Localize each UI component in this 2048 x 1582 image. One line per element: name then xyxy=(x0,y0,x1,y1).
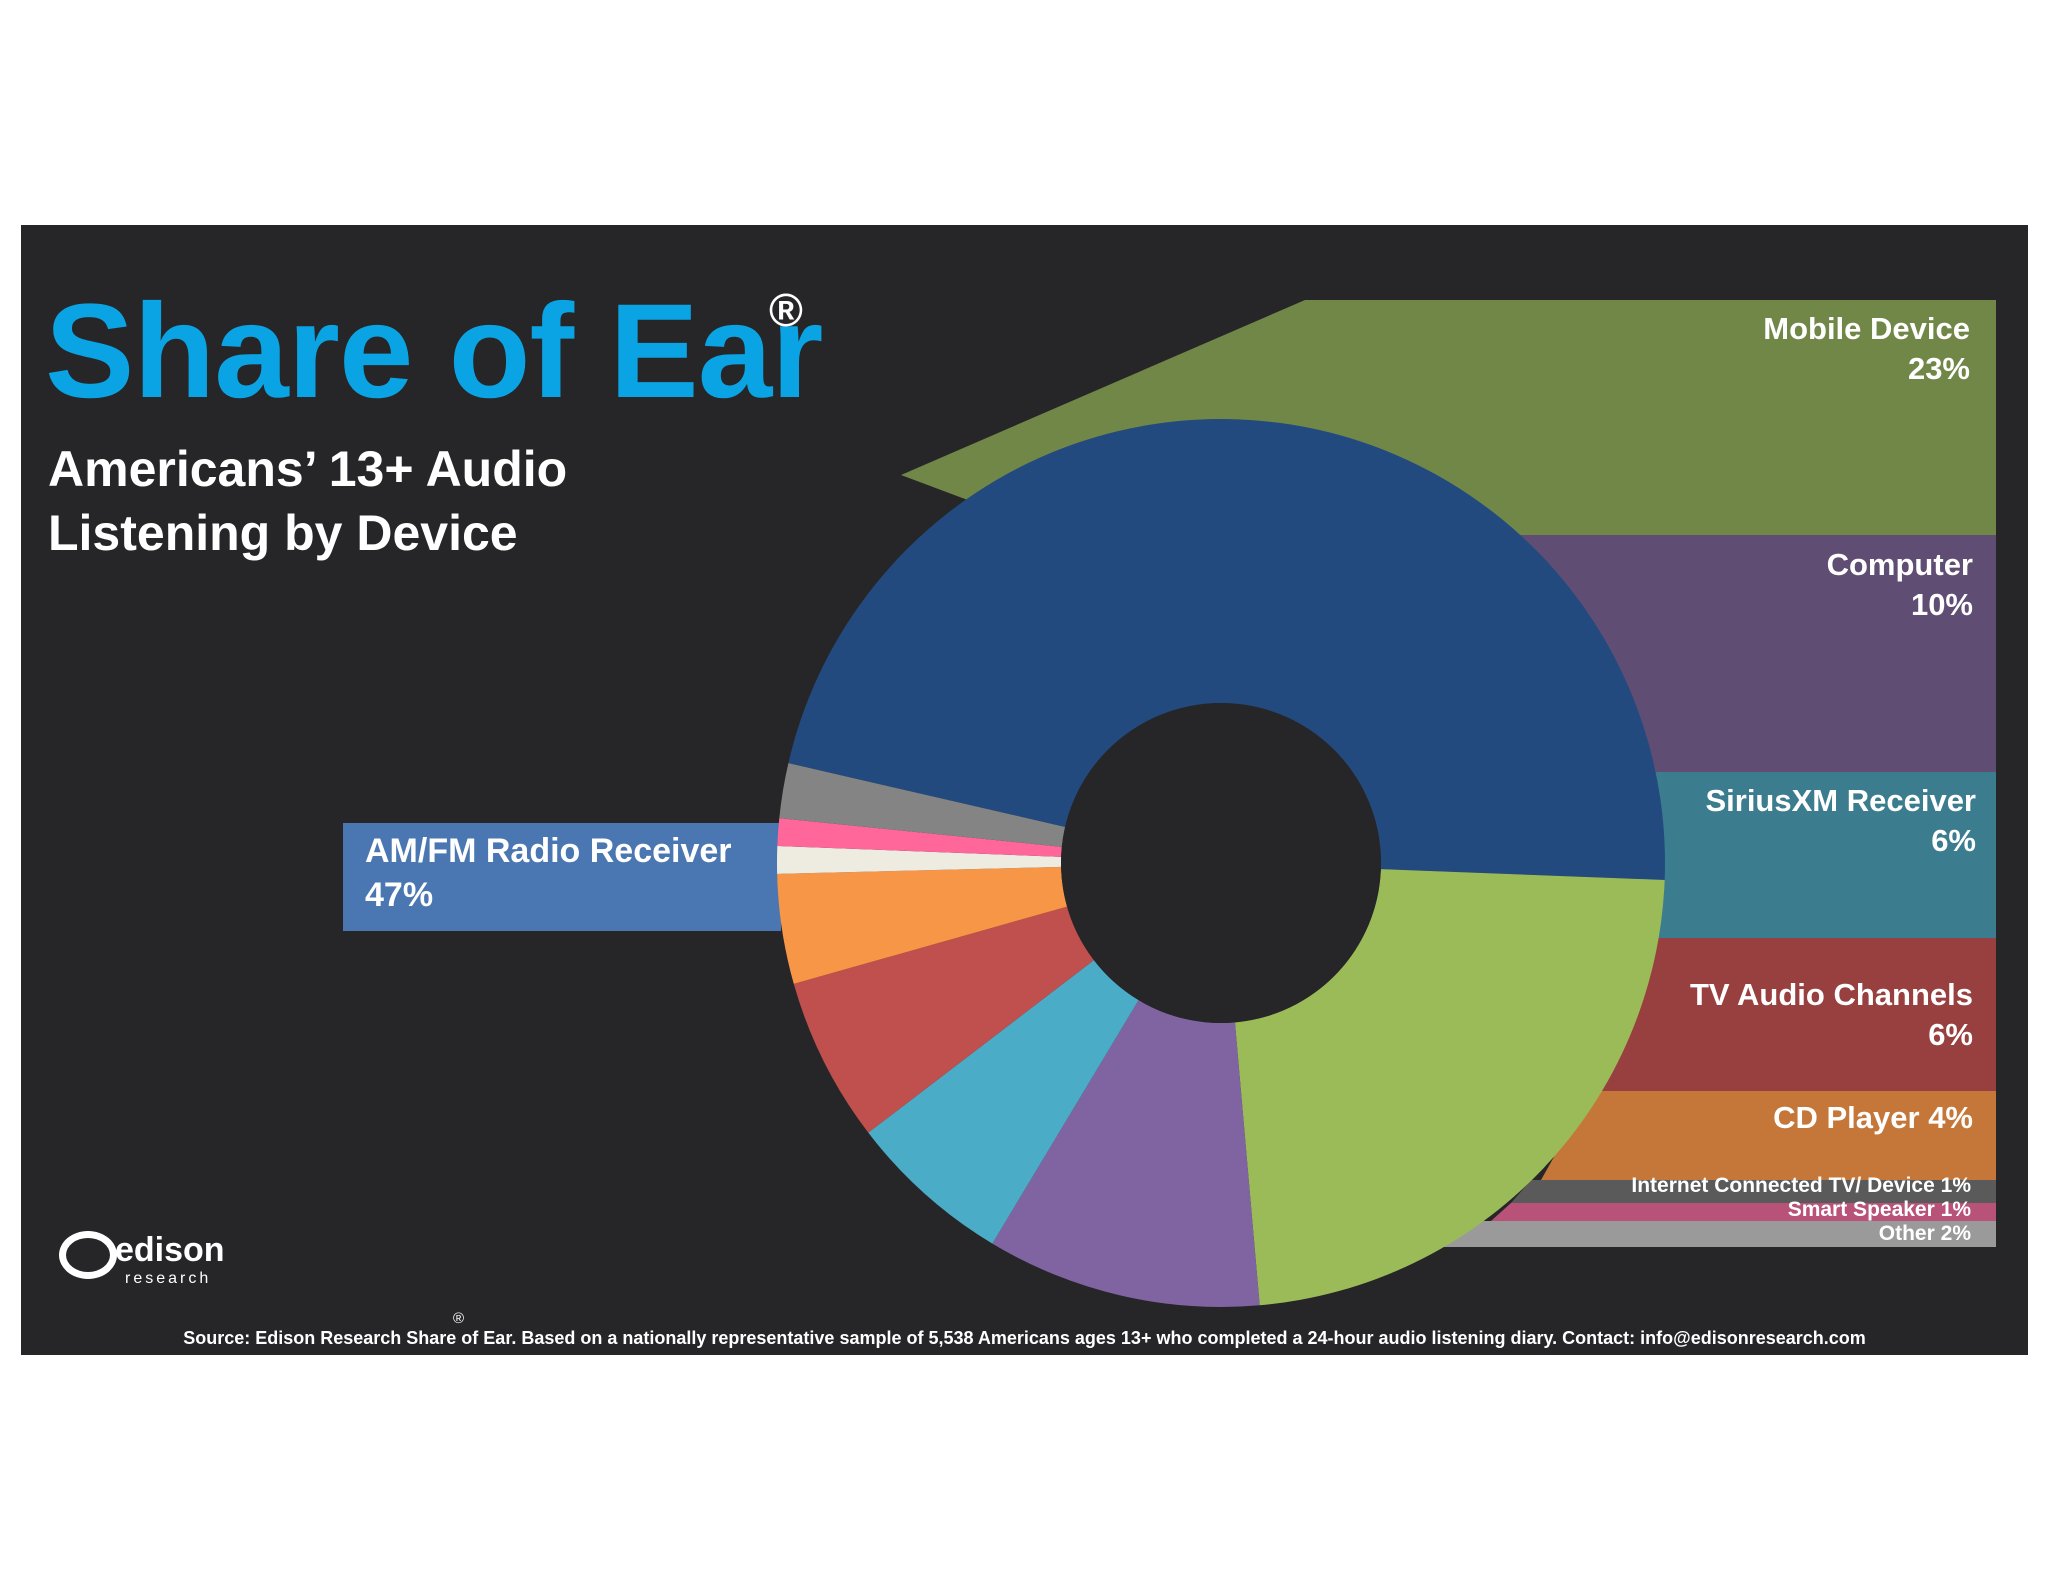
label-tv-audio-name: TV Audio Channels xyxy=(1689,977,1973,1012)
label-internet-tv-value: 1% xyxy=(1940,1174,1971,1197)
slice-other xyxy=(779,763,1066,847)
label-other-name: Other xyxy=(1878,1222,1935,1245)
page-title: Share of Ear xyxy=(45,277,823,426)
slice-tv-audio xyxy=(793,906,1094,1133)
subtitle-line-1: Americans’ 13+ Audio xyxy=(48,441,568,497)
label-amfm-name: AM/FM Radio Receiver xyxy=(365,832,732,870)
slice-mobile-device xyxy=(1234,869,1665,1306)
label-smart-speaker-name: Smart Speaker xyxy=(1787,1198,1935,1221)
label-computer-value: 10% xyxy=(1910,587,1973,622)
label-siriusxm: SiriusXM Receiver 6% xyxy=(1705,781,1976,861)
donut-hole xyxy=(1061,703,1381,1023)
band-smart-speaker xyxy=(1491,1203,1996,1221)
band-siriusxm xyxy=(1641,772,1996,938)
slice-siriusxm xyxy=(868,960,1139,1244)
label-siriusxm-name: SiriusXM Receiver xyxy=(1705,783,1976,818)
label-computer-name: Computer xyxy=(1826,547,1973,582)
slice-amfm-radio xyxy=(788,418,1665,881)
donut-chart xyxy=(343,300,1996,1307)
label-tv-audio-value: 6% xyxy=(1928,1017,1973,1052)
slice-smart-speaker xyxy=(777,818,1062,857)
label-amfm-value: 47% xyxy=(365,876,434,914)
label-tv-audio: TV Audio Channels 6% xyxy=(1690,975,1973,1055)
subtitle-line-2: Listening by Device xyxy=(48,505,518,561)
label-cd-value: 4% xyxy=(1928,1100,1973,1135)
logo-word: edison xyxy=(115,1231,225,1269)
band-amfm xyxy=(343,823,781,931)
label-mobile-device: Mobile Device 23% xyxy=(1763,309,1970,389)
label-mobile-value: 23% xyxy=(1907,351,1970,386)
label-cd-player: CD Player 4% xyxy=(1773,1098,1973,1138)
chart-panel: Share of Ear ® Americans’ 13+ Audio List… xyxy=(21,225,2028,1355)
logo-ring-icon xyxy=(59,1231,117,1279)
label-computer: Computer 10% xyxy=(1827,545,1973,625)
title-registered-mark: ® xyxy=(769,284,803,336)
label-other: Other 2% xyxy=(1879,1222,1971,1246)
edison-research-logo: edison research xyxy=(55,1225,245,1315)
source-note: Source: Edison Research Share of Ear. Ba… xyxy=(183,1328,1866,1348)
label-smart-speaker: Smart Speaker 1% xyxy=(1788,1198,1971,1222)
source-registered-mark: ® xyxy=(453,1310,465,1327)
band-cd-player xyxy=(1541,1091,1996,1180)
slice-cd-player xyxy=(777,866,1068,984)
slice-internet-tv xyxy=(776,845,1062,874)
logo-sub: research xyxy=(125,1270,212,1287)
label-siriusxm-value: 6% xyxy=(1931,823,1976,858)
label-smart-speaker-value: 1% xyxy=(1940,1198,1971,1221)
label-internet-tv-name: Internet Connected TV/ Device xyxy=(1631,1174,1935,1197)
band-other xyxy=(1441,1221,1996,1247)
label-amfm-radio: AM/FM Radio Receiver 47% xyxy=(365,829,732,917)
band-tv-audio xyxy=(1591,938,1996,1091)
label-cd-name: CD Player xyxy=(1773,1100,1920,1135)
label-mobile-name: Mobile Device xyxy=(1763,311,1970,346)
band-internet-tv xyxy=(1511,1180,1996,1203)
label-internet-tv: Internet Connected TV/ Device 1% xyxy=(1631,1174,1971,1198)
page-subtitle: Americans’ 13+ Audio Listening by Device xyxy=(48,437,808,565)
label-other-value: 2% xyxy=(1940,1222,1971,1245)
slice-computer xyxy=(992,1000,1260,1307)
